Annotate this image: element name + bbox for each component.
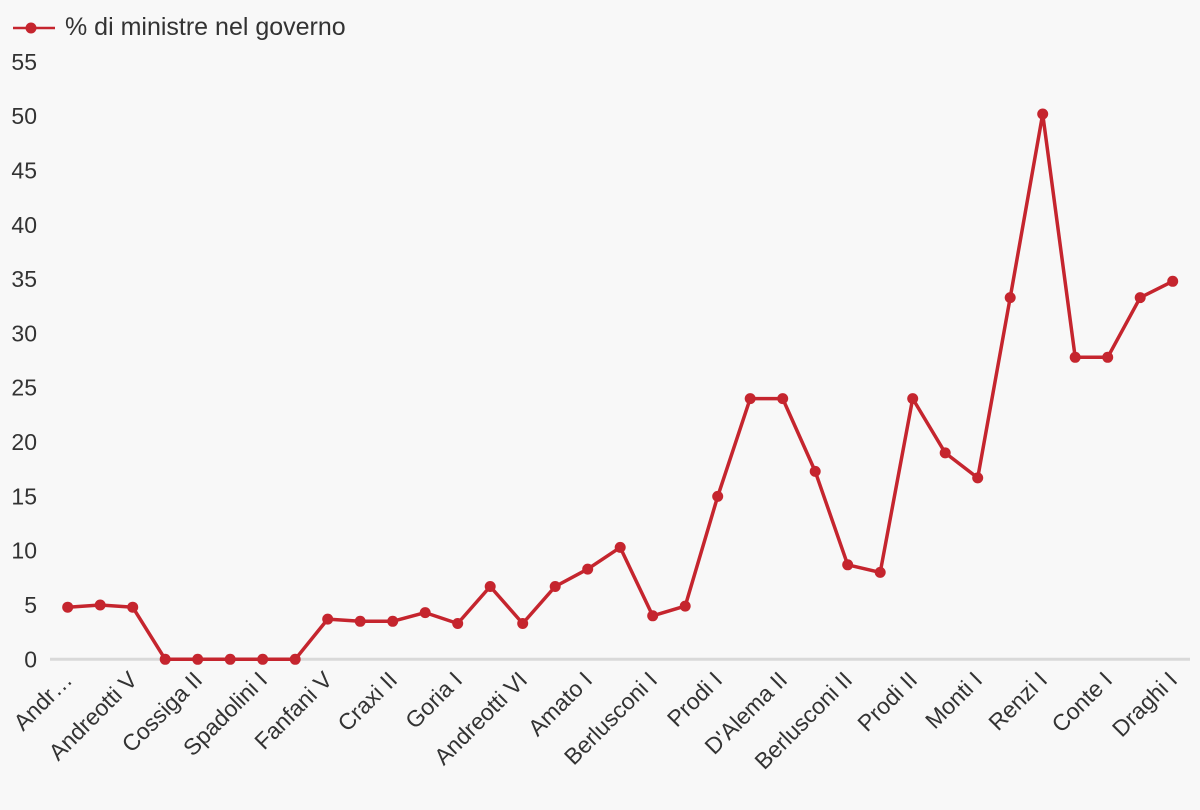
data-point[interactable] xyxy=(62,601,74,613)
data-point[interactable] xyxy=(809,465,821,477)
y-axis-label: 30 xyxy=(11,320,37,346)
data-point[interactable] xyxy=(192,653,204,665)
data-point[interactable] xyxy=(549,581,561,592)
data-point[interactable] xyxy=(1069,351,1081,363)
y-axis-label: 35 xyxy=(11,266,37,292)
data-point[interactable] xyxy=(127,601,139,613)
data-point[interactable] xyxy=(1134,292,1146,304)
data-point[interactable] xyxy=(517,618,529,629)
data-point[interactable] xyxy=(452,618,464,629)
x-axis-label: Draghi I xyxy=(1107,666,1182,741)
data-point[interactable] xyxy=(1167,275,1179,287)
data-point[interactable] xyxy=(1004,292,1016,304)
y-axis-label: 20 xyxy=(11,429,37,455)
data-point[interactable] xyxy=(159,653,171,665)
x-axis-label: Craxi II xyxy=(332,666,402,736)
data-point[interactable] xyxy=(484,581,496,592)
legend-marker-icon xyxy=(13,22,55,33)
data-point[interactable] xyxy=(712,490,724,502)
series-line xyxy=(65,112,1175,662)
data-point[interactable] xyxy=(679,600,691,612)
data-point[interactable] xyxy=(842,559,854,571)
data-point[interactable] xyxy=(907,393,919,405)
y-axis-label: 5 xyxy=(24,592,37,618)
y-axis-label: 25 xyxy=(11,375,37,401)
data-point[interactable] xyxy=(1102,351,1114,363)
y-axis-label: 50 xyxy=(11,103,37,129)
legend-item[interactable]: % di ministre nel governo xyxy=(12,13,346,42)
data-point[interactable] xyxy=(614,541,626,553)
data-point[interactable] xyxy=(94,599,106,611)
y-axis-label: 0 xyxy=(24,646,37,672)
data-point[interactable] xyxy=(777,393,789,405)
data-point[interactable] xyxy=(874,566,886,578)
data-point[interactable] xyxy=(419,607,431,619)
y-axis-label: 10 xyxy=(11,538,37,564)
data-point[interactable] xyxy=(744,393,756,405)
x-axis-label: Monti I xyxy=(920,666,987,733)
legend-label: % di ministre nel governo xyxy=(65,13,346,41)
data-point[interactable] xyxy=(582,563,594,575)
data-point[interactable] xyxy=(257,653,269,665)
y-axis-label: 40 xyxy=(11,212,37,238)
y-axis-label: 55 xyxy=(11,49,37,75)
legend-marker-dot xyxy=(25,22,37,33)
data-point[interactable] xyxy=(289,653,301,665)
data-point[interactable] xyxy=(224,653,236,665)
x-axis-label: Renzi I xyxy=(983,666,1052,735)
x-axis-label: Conte I xyxy=(1046,666,1117,737)
y-axis-label: 45 xyxy=(11,157,37,183)
data-point[interactable] xyxy=(354,615,366,627)
y-axis-label: 15 xyxy=(11,483,37,509)
data-point[interactable] xyxy=(322,613,334,625)
data-point[interactable] xyxy=(1037,108,1049,120)
data-point[interactable] xyxy=(939,447,951,459)
data-point[interactable] xyxy=(647,610,659,622)
x-axis-label: Prodi II xyxy=(852,666,922,736)
data-point[interactable] xyxy=(972,472,984,484)
data-point[interactable] xyxy=(387,615,399,627)
